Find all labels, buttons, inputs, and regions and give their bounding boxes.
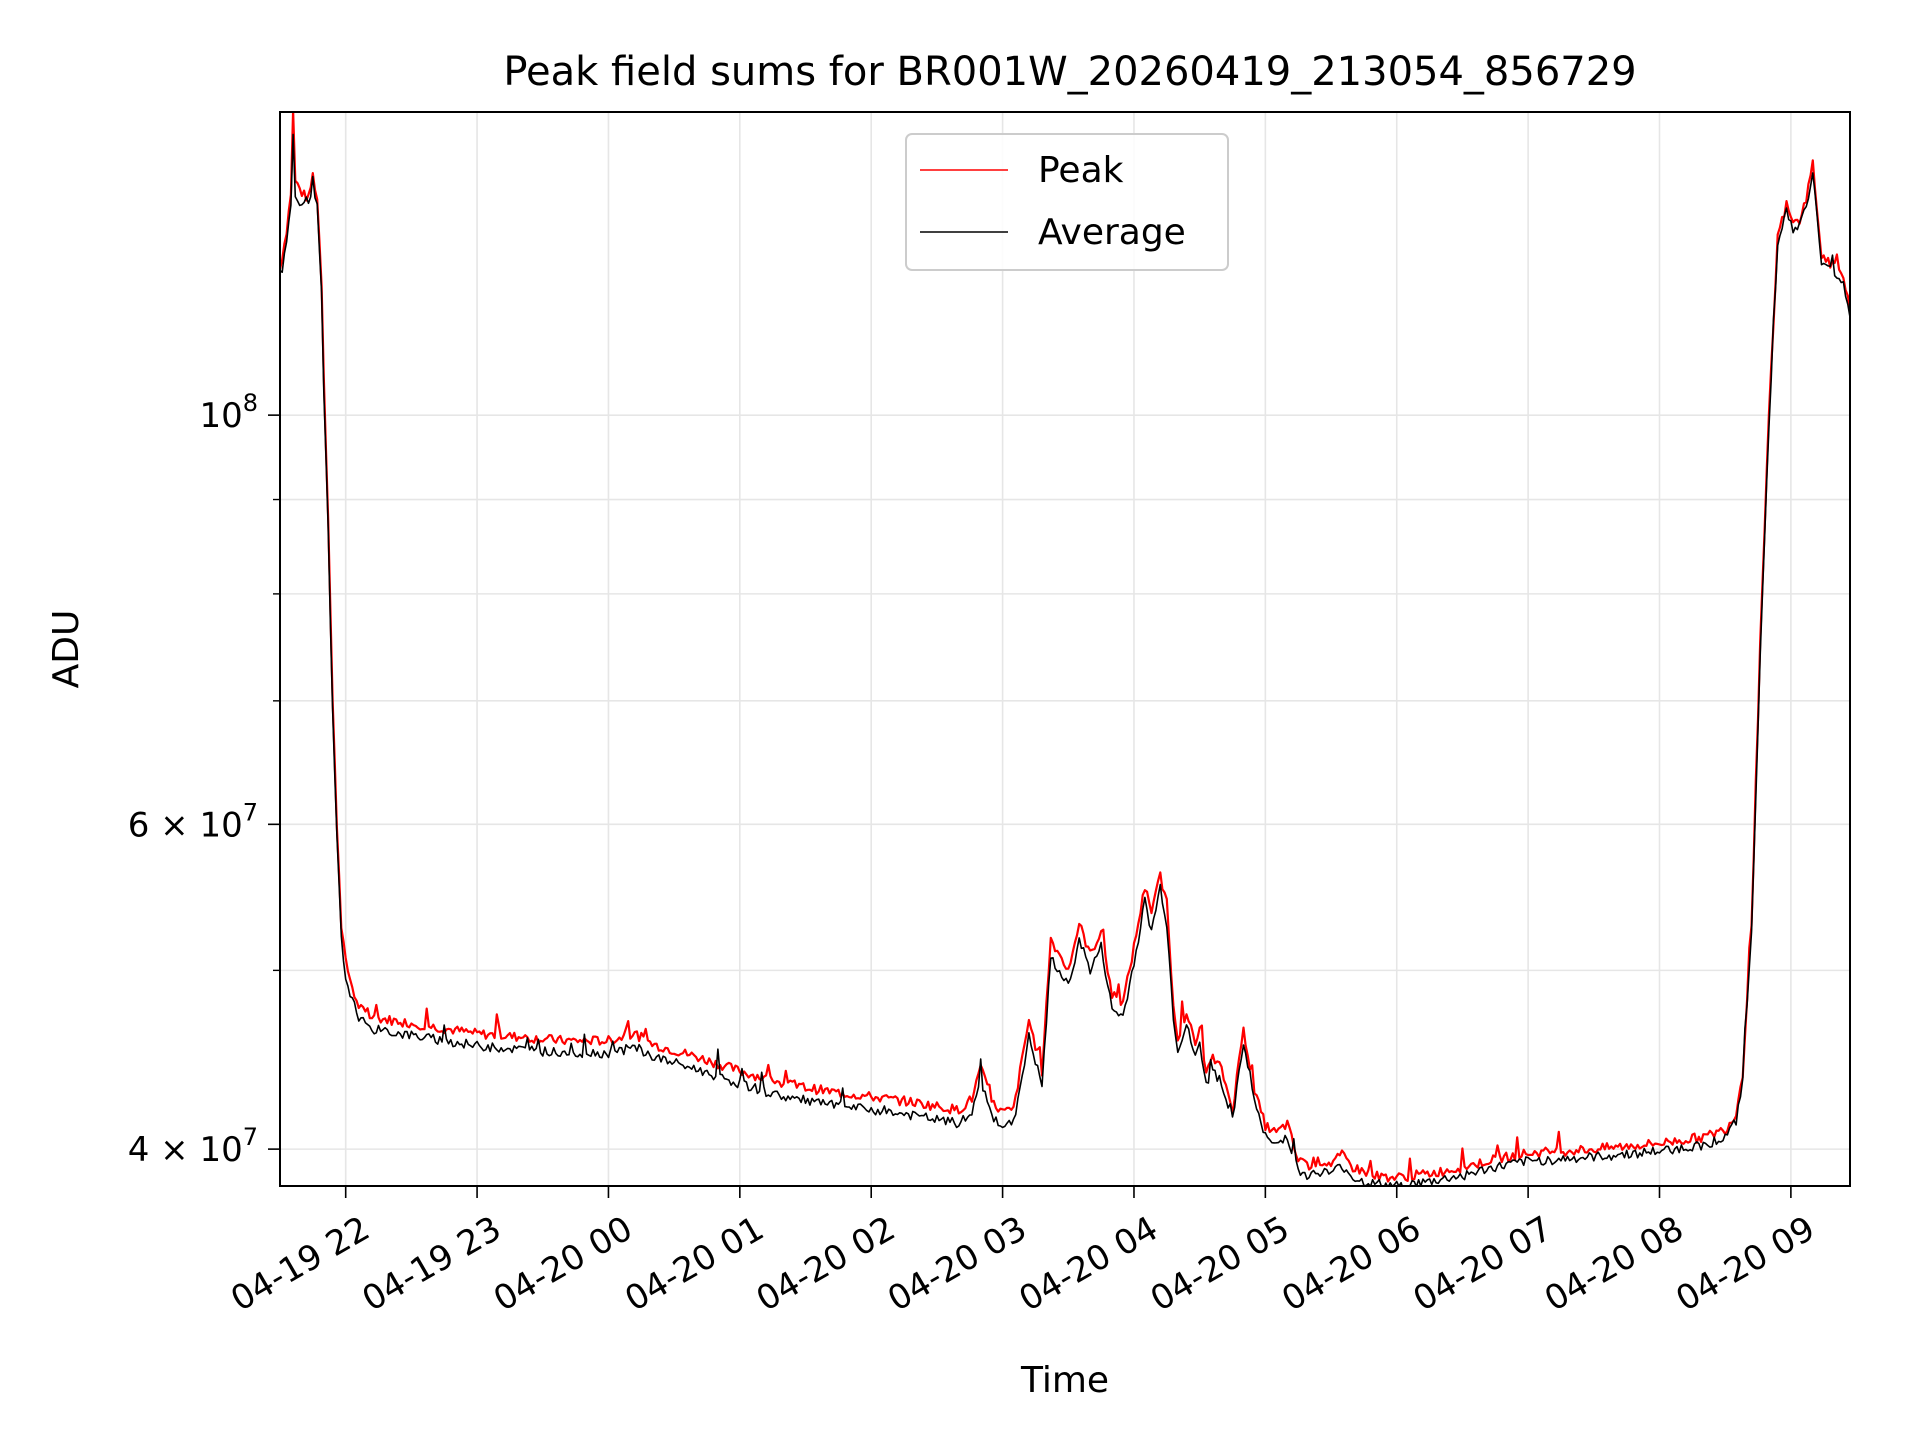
y-axis: 4 × 107 6 × 107 108: [128, 389, 280, 1170]
x-axis-label: Time: [1020, 1360, 1109, 1401]
y-tick-label: 108: [199, 389, 258, 436]
legend-label-peak: Peak: [1038, 150, 1124, 191]
y-tick-label: 6 × 107: [128, 798, 258, 845]
series-line-average: [280, 133, 1850, 1186]
legend-label-average: Average: [1038, 212, 1186, 253]
y-tick-label: 4 × 107: [128, 1123, 258, 1170]
grid: [280, 112, 1850, 1186]
series-layer: [280, 112, 1850, 1186]
chart-title: Peak field sums for BR001W_20260419_2130…: [503, 49, 1636, 95]
series-line-peak: [280, 112, 1850, 1183]
plot-frame: [279, 111, 1851, 1187]
legend: Peak Average: [905, 133, 1229, 271]
legend-box: [905, 133, 1229, 271]
y-axis-label: ADU: [46, 610, 87, 689]
